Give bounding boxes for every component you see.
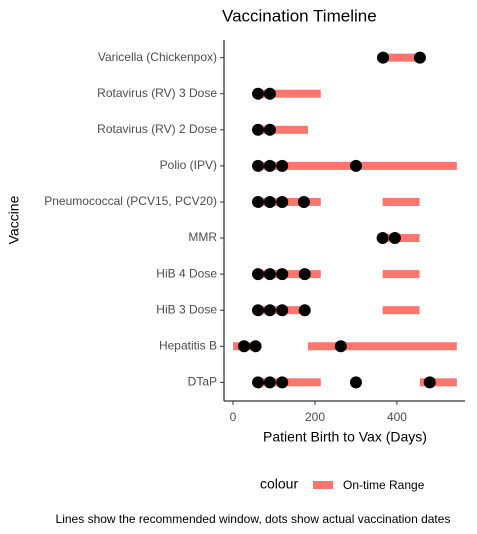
y-axis-title: Vaccine bbox=[6, 195, 22, 244]
dot bbox=[252, 268, 265, 281]
dot bbox=[349, 376, 362, 389]
dot bbox=[297, 195, 310, 208]
x-tick-label: 200 bbox=[305, 410, 325, 424]
dot bbox=[388, 232, 401, 245]
range-bar bbox=[382, 270, 420, 279]
dot bbox=[252, 87, 265, 100]
dot bbox=[263, 376, 276, 389]
dot bbox=[298, 304, 311, 317]
dot bbox=[252, 195, 265, 208]
dot bbox=[413, 51, 426, 64]
chart-title: Vaccination Timeline bbox=[222, 6, 377, 25]
dot bbox=[263, 268, 276, 281]
dot bbox=[263, 195, 276, 208]
y-tick-label: MMR bbox=[188, 230, 217, 244]
legend-title: colour bbox=[260, 476, 298, 492]
dot bbox=[298, 268, 311, 281]
range-bar bbox=[308, 342, 457, 351]
dot bbox=[377, 51, 390, 64]
range-bar bbox=[258, 378, 321, 387]
range-bar bbox=[258, 125, 309, 134]
range-bar bbox=[258, 89, 321, 98]
dot bbox=[263, 159, 276, 172]
dot bbox=[276, 268, 289, 281]
dot bbox=[263, 304, 276, 317]
y-tick-label: Rotavirus (RV) 2 Dose bbox=[97, 122, 217, 136]
y-tick-label: HiB 3 Dose bbox=[156, 302, 217, 316]
y-tick-label: Pneumococcal (PCV15, PCV20) bbox=[44, 194, 217, 208]
range-bar bbox=[382, 234, 420, 243]
dot bbox=[334, 340, 347, 353]
x-tick-label: 0 bbox=[230, 410, 237, 424]
dot bbox=[238, 340, 251, 353]
caption: Lines show the recommended window, dots … bbox=[56, 512, 451, 526]
legend-label: On-time Range bbox=[343, 478, 425, 492]
dot bbox=[263, 123, 276, 136]
dot bbox=[349, 159, 362, 172]
y-tick-label: Hepatitis B bbox=[159, 338, 217, 352]
dot bbox=[263, 87, 276, 100]
dot bbox=[276, 304, 289, 317]
range-bar bbox=[258, 197, 321, 206]
y-tick-label: Varicella (Chickenpox) bbox=[98, 50, 217, 64]
range-bar bbox=[382, 53, 420, 62]
dot bbox=[423, 376, 436, 389]
dot bbox=[252, 123, 265, 136]
y-tick-label: Rotavirus (RV) 3 Dose bbox=[97, 86, 217, 100]
dot bbox=[252, 376, 265, 389]
range-bar bbox=[419, 378, 457, 387]
dot bbox=[276, 159, 289, 172]
range-bar bbox=[382, 306, 420, 315]
dot bbox=[252, 159, 265, 172]
y-tick-label: Polio (IPV) bbox=[160, 158, 217, 172]
dot bbox=[276, 195, 289, 208]
x-axis-title: Patient Birth to Vax (Days) bbox=[263, 429, 427, 445]
dot bbox=[252, 304, 265, 317]
y-tick-label: HiB 4 Dose bbox=[156, 266, 217, 280]
dot bbox=[276, 376, 289, 389]
range-bar bbox=[258, 270, 321, 279]
dot bbox=[376, 232, 389, 245]
y-tick-label: DTaP bbox=[188, 375, 217, 389]
legend-key bbox=[313, 481, 333, 489]
range-bar bbox=[382, 197, 420, 206]
dot bbox=[249, 340, 262, 353]
x-tick-label: 400 bbox=[387, 410, 407, 424]
